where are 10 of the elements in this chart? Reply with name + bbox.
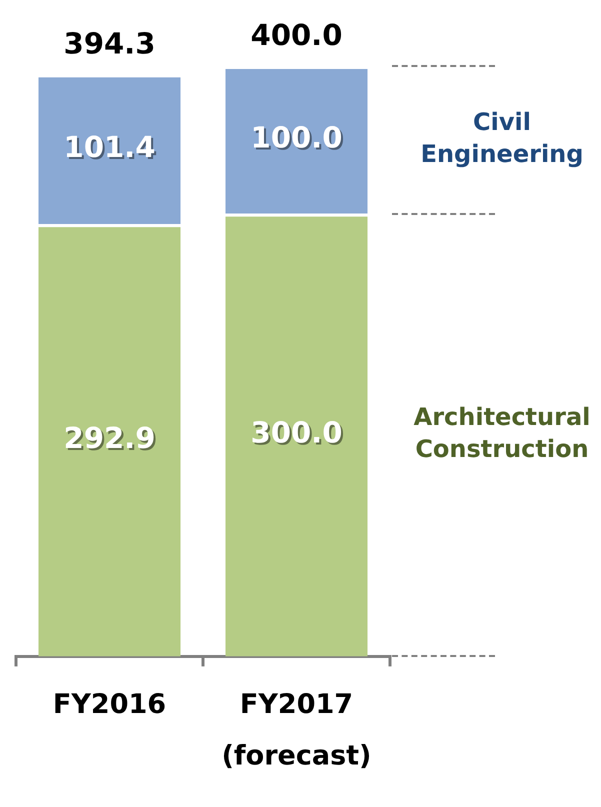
x-tick-label: FY2016 (52, 689, 166, 720)
total-label: 400.0 (250, 18, 342, 52)
data-label: 100.0 (250, 120, 342, 154)
x-tick-label: FY2017 (forecast) (222, 689, 372, 772)
data-label: 300.0 (250, 416, 342, 450)
total-label: 394.3 (64, 26, 156, 60)
series-label: Architectural Construction (414, 403, 590, 464)
text: Civil Engineering (420, 108, 584, 168)
data-label: 292.9 (64, 420, 156, 455)
data-label: 101.4 (64, 130, 156, 164)
